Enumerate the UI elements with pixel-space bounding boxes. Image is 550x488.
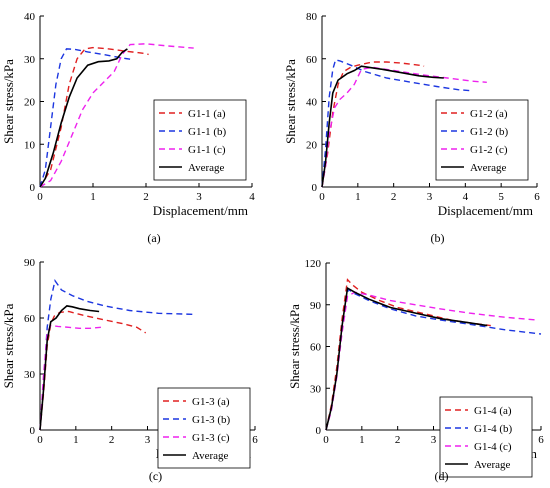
legend-label: G1-2 (b) [470,126,509,138]
x-tick-label: 2 [391,191,397,203]
y-tick-label: 0 [316,425,322,437]
legend-label: Average [470,162,507,174]
legend-label: G1-4 (b) [474,423,513,435]
x-tick-label: 1 [90,191,96,203]
y-tick-label: 40 [24,11,36,23]
y-tick-label: 40 [306,97,318,109]
y-axis-title: Shear stress/kPa [287,304,302,389]
series-line [39,305,100,431]
x-tick-label: 5 [498,191,504,203]
x-axis-title: Displacement/mm [438,203,533,218]
x-tick-label: 0 [323,434,329,446]
legend-label: G1-2 (a) [470,108,508,120]
legend-label: Average [188,162,225,174]
panel-caption: (b) [431,231,445,245]
x-tick-label: 6 [252,434,258,446]
series-line [39,324,101,431]
x-tick-label: 4 [249,191,255,203]
y-tick-label: 90 [310,300,322,312]
series-line [321,58,473,188]
legend-label: G1-4 (a) [474,405,512,417]
y-tick-label: 30 [310,383,322,395]
y-tick-label: 0 [312,182,318,194]
y-tick-label: 60 [24,313,36,325]
legend-label: G1-1 (a) [188,108,226,120]
y-tick-label: 30 [24,369,36,381]
x-tick-label: 4 [463,191,469,203]
series-line [39,43,194,188]
panel-caption: (c) [149,469,162,483]
legend-label: Average [192,450,229,462]
y-tick-label: 10 [24,139,36,151]
y-axis-title: Shear stress/kPa [1,59,16,144]
x-tick-label: 2 [143,191,149,203]
x-tick-label: 1 [73,434,79,446]
series-line [39,46,149,188]
y-axis-title: Shear stress/kPa [1,303,16,388]
legend-label: G1-3 (b) [192,414,231,426]
x-tick-label: 6 [538,434,544,446]
legend-label: Average [474,459,511,471]
y-tick-label: 0 [30,182,36,194]
x-axis-title: Displacement/mm [153,203,248,218]
x-tick-label: 6 [534,191,540,203]
panel-caption: (d) [435,469,449,483]
x-tick-label: 2 [109,434,115,446]
x-tick-label: 3 [431,434,437,446]
y-tick-label: 20 [306,139,318,151]
x-tick-label: 3 [427,191,433,203]
legend-label: G1-3 (c) [192,432,230,444]
legend-label: G1-1 (b) [188,126,227,138]
y-tick-label: 90 [24,257,36,269]
y-tick-label: 80 [306,11,318,23]
y-tick-label: 30 [24,54,36,66]
x-tick-label: 1 [359,434,365,446]
panel-caption: (a) [147,231,160,245]
legend-label: G1-2 (c) [470,144,508,156]
series-line [39,48,131,188]
legend-label: G1-1 (c) [188,144,226,156]
x-tick-label: 0 [37,191,43,203]
y-tick-label: 0 [30,425,36,437]
series-line [39,310,147,431]
x-tick-label: 1 [355,191,361,203]
y-tick-label: 20 [24,97,36,109]
series-line [321,65,444,188]
series-line [325,286,488,431]
x-tick-label: 3 [196,191,202,203]
x-tick-label: 2 [395,434,401,446]
y-tick-label: 120 [305,258,322,270]
legend-label: G1-4 (c) [474,441,512,453]
series-line [39,48,128,188]
legend-label: G1-3 (a) [192,396,230,408]
x-tick-label: 0 [319,191,325,203]
x-tick-label: 0 [37,434,43,446]
y-tick-label: 60 [306,54,318,66]
x-tick-label: 3 [145,434,151,446]
y-tick-label: 60 [310,342,322,354]
y-axis-title: Shear stress/kPa [283,59,298,144]
